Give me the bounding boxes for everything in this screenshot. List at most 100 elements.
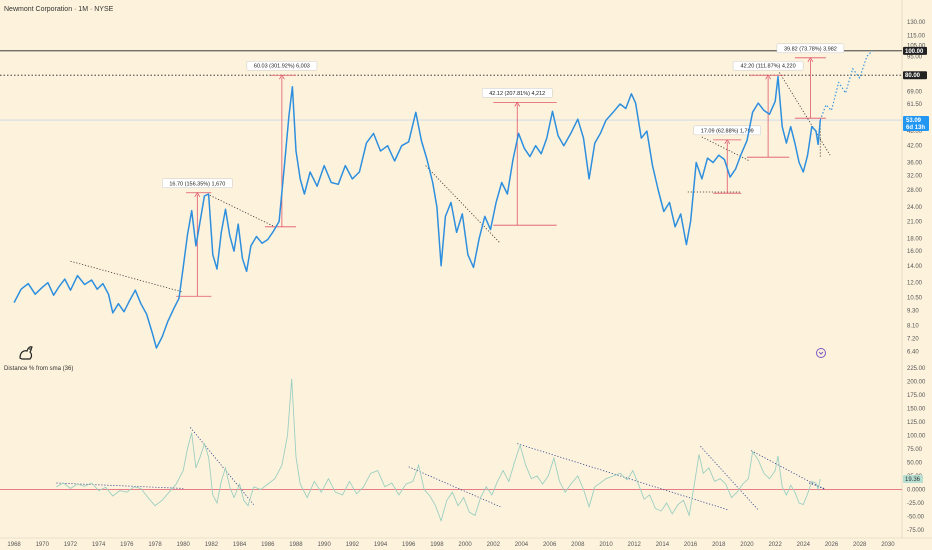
measure-arrow-head	[807, 57, 814, 63]
price-axis-tick-label: 32.00	[907, 173, 923, 179]
price-axis-tick-label: 48.00	[907, 129, 923, 135]
measure-label: 42.20 (111.87%) 4,220	[741, 64, 796, 70]
time-axis-tick-label: 2012	[628, 542, 642, 548]
time-axis-tick-label: 2000	[458, 542, 472, 548]
measure-label-box	[482, 88, 553, 98]
time-axis-tick-label: 1982	[205, 542, 219, 548]
measure-label: 17.09 (62.88%) 1,709	[701, 128, 754, 134]
time-axis-tick-label: 1970	[36, 542, 50, 548]
time-axis-tick-label: 1978	[148, 542, 162, 548]
time-axis[interactable]: 1968 1970 1972 1974 1976 1978 1980 1982 1984 1986…	[0, 537, 932, 548]
indicator-axis-tick-label: -50.00	[907, 515, 925, 521]
time-axis-tick-label: 1992	[346, 542, 360, 548]
measure-arrow-head	[724, 139, 731, 145]
last-price-badge[interactable]	[903, 116, 929, 132]
time-axis-tick-label: 1972	[64, 542, 78, 548]
price-axis-tick-label: 16.00	[907, 249, 923, 255]
price-axis-tick-label: 105.00	[907, 43, 926, 49]
projected-price-line[interactable]	[819, 50, 873, 121]
indicator-trendline[interactable]	[517, 443, 729, 511]
last-price-label: 53.09	[906, 118, 922, 124]
price-axis-tick-label: 95.00	[907, 54, 923, 60]
price-axis-tick-label: 42.00	[907, 144, 923, 150]
indicator-trendline[interactable]	[751, 450, 825, 490]
time-axis-tick-label: 1976	[120, 542, 134, 548]
chart-title: Newmont Corporation · 1M · NYSE	[4, 6, 114, 13]
price-axis-tick-label: 6.40	[907, 349, 919, 355]
main-price-pane[interactable]: 130.00 115.00 105.00 95.00 69.00 61.50 48.00 42…	[0, 0, 929, 538]
measure-label: 42.12 (207.81%) 4,212	[489, 91, 545, 97]
time-axis-tick-label: 2010	[599, 542, 613, 548]
indicator-axis-tick-label: 100.00	[907, 434, 926, 440]
time-axis-tick-label: 1968	[7, 542, 21, 548]
time-axis-tick-label: 2028	[853, 542, 867, 548]
trendline[interactable]	[207, 193, 276, 228]
measure-label-box	[162, 178, 233, 188]
measure-label: 16.70 (156.35%) 1,670	[169, 181, 225, 187]
indicator-line[interactable]	[56, 378, 821, 523]
price-axis-tick-label: 36.00	[907, 161, 923, 167]
price-axis-tick-label: 61.50	[907, 102, 923, 108]
price-axis-tick-label: 18.00	[907, 236, 923, 242]
indicator-axis-tick-label: 50.00	[907, 461, 923, 467]
price-axis-tick-label: 14.00	[907, 264, 923, 270]
time-axis-tick-label: 1984	[233, 542, 247, 548]
price-axis-tick-label: 9.30	[907, 309, 919, 315]
level-badge-label: 100.00	[905, 49, 924, 55]
indicator-value-badge	[903, 475, 923, 484]
measure-label-box	[693, 125, 761, 136]
indicator-axis-tick-label: -25.00	[907, 501, 925, 507]
time-axis-tick-label: 2024	[797, 542, 811, 548]
indicator-axis-tick-label: 150.00	[907, 407, 926, 413]
indicator-label: Distance % from sma (36)	[4, 366, 73, 372]
time-axis-tick-label: 2022	[768, 542, 782, 548]
measure-label: 39.82 (73.78%) 3,982	[784, 46, 837, 52]
time-axis-tick-label: 2020	[740, 542, 754, 548]
measure-label-box	[776, 43, 845, 54]
price-axis-tick-label: 21.00	[907, 219, 923, 225]
bar-countdown-label: 6d 13h	[906, 125, 925, 131]
time-axis-tick-label: 1994	[374, 542, 388, 548]
measure-arrow-head	[279, 74, 285, 80]
replay-icon[interactable]	[816, 348, 826, 358]
price-axis-tick-label: 130.00	[907, 20, 926, 26]
measure-arrow-head	[514, 101, 521, 107]
price-axis-tick-label: 115.00	[907, 34, 926, 40]
time-axis-tick-label: 1988	[289, 542, 303, 548]
time-axis-tick-label: 1980	[177, 542, 191, 548]
measure-label-box	[732, 61, 804, 71]
indicator-axis-tick-label: 125.00	[907, 420, 926, 426]
indicator-axis-tick-label: 175.00	[907, 393, 926, 399]
price-axis-tick-label: 28.00	[907, 188, 923, 194]
time-axis-tick-label: 2014	[656, 542, 670, 548]
price-axis-tick-label: 24.00	[907, 205, 923, 211]
price-axis-tick-label: 10.50	[907, 295, 923, 301]
time-axis-tick-label: 2018	[712, 542, 726, 548]
level-badge	[903, 46, 927, 55]
price-line[interactable]	[13, 75, 822, 349]
indicator-value-label: 19.36	[905, 477, 921, 483]
indicator-trendline[interactable]	[700, 446, 759, 511]
price-axis-tick-label: 8.10	[907, 324, 919, 330]
time-axis-tick-label: 2026	[825, 542, 839, 548]
level-badge	[903, 71, 927, 80]
tradingview-logo-icon	[19, 346, 33, 360]
trendline[interactable]	[779, 72, 831, 156]
indicator-axis-tick-label: 225.00	[907, 366, 926, 372]
indicator-axis-tick-label: 75.00	[907, 447, 923, 453]
indicator-axis-tick-label: 0.0000	[907, 488, 926, 494]
indicator-pane[interactable]: 225.00 200.00 175.00 150.00 125.00 100.00 75.0…	[0, 366, 926, 534]
price-axis-tick-label: 69.00	[907, 89, 923, 95]
time-axis-tick-label: 2008	[571, 542, 585, 548]
measure-label: 60.03 (301.92%) 6,003	[254, 64, 310, 70]
time-axis-tick-label: 2030	[881, 542, 895, 548]
time-axis-tick-label: 2006	[543, 542, 557, 548]
measure-arrow-head	[194, 192, 201, 197]
time-axis-tick-label: 2016	[684, 542, 698, 548]
time-axis-tick-label: 1996	[402, 542, 416, 548]
time-axis-tick-label: 1990	[317, 542, 331, 548]
price-axis-tick-label: 12.00	[907, 281, 923, 287]
time-axis-tick-label: 1974	[92, 542, 106, 548]
indicator-axis-tick-label: -75.00	[907, 528, 925, 534]
